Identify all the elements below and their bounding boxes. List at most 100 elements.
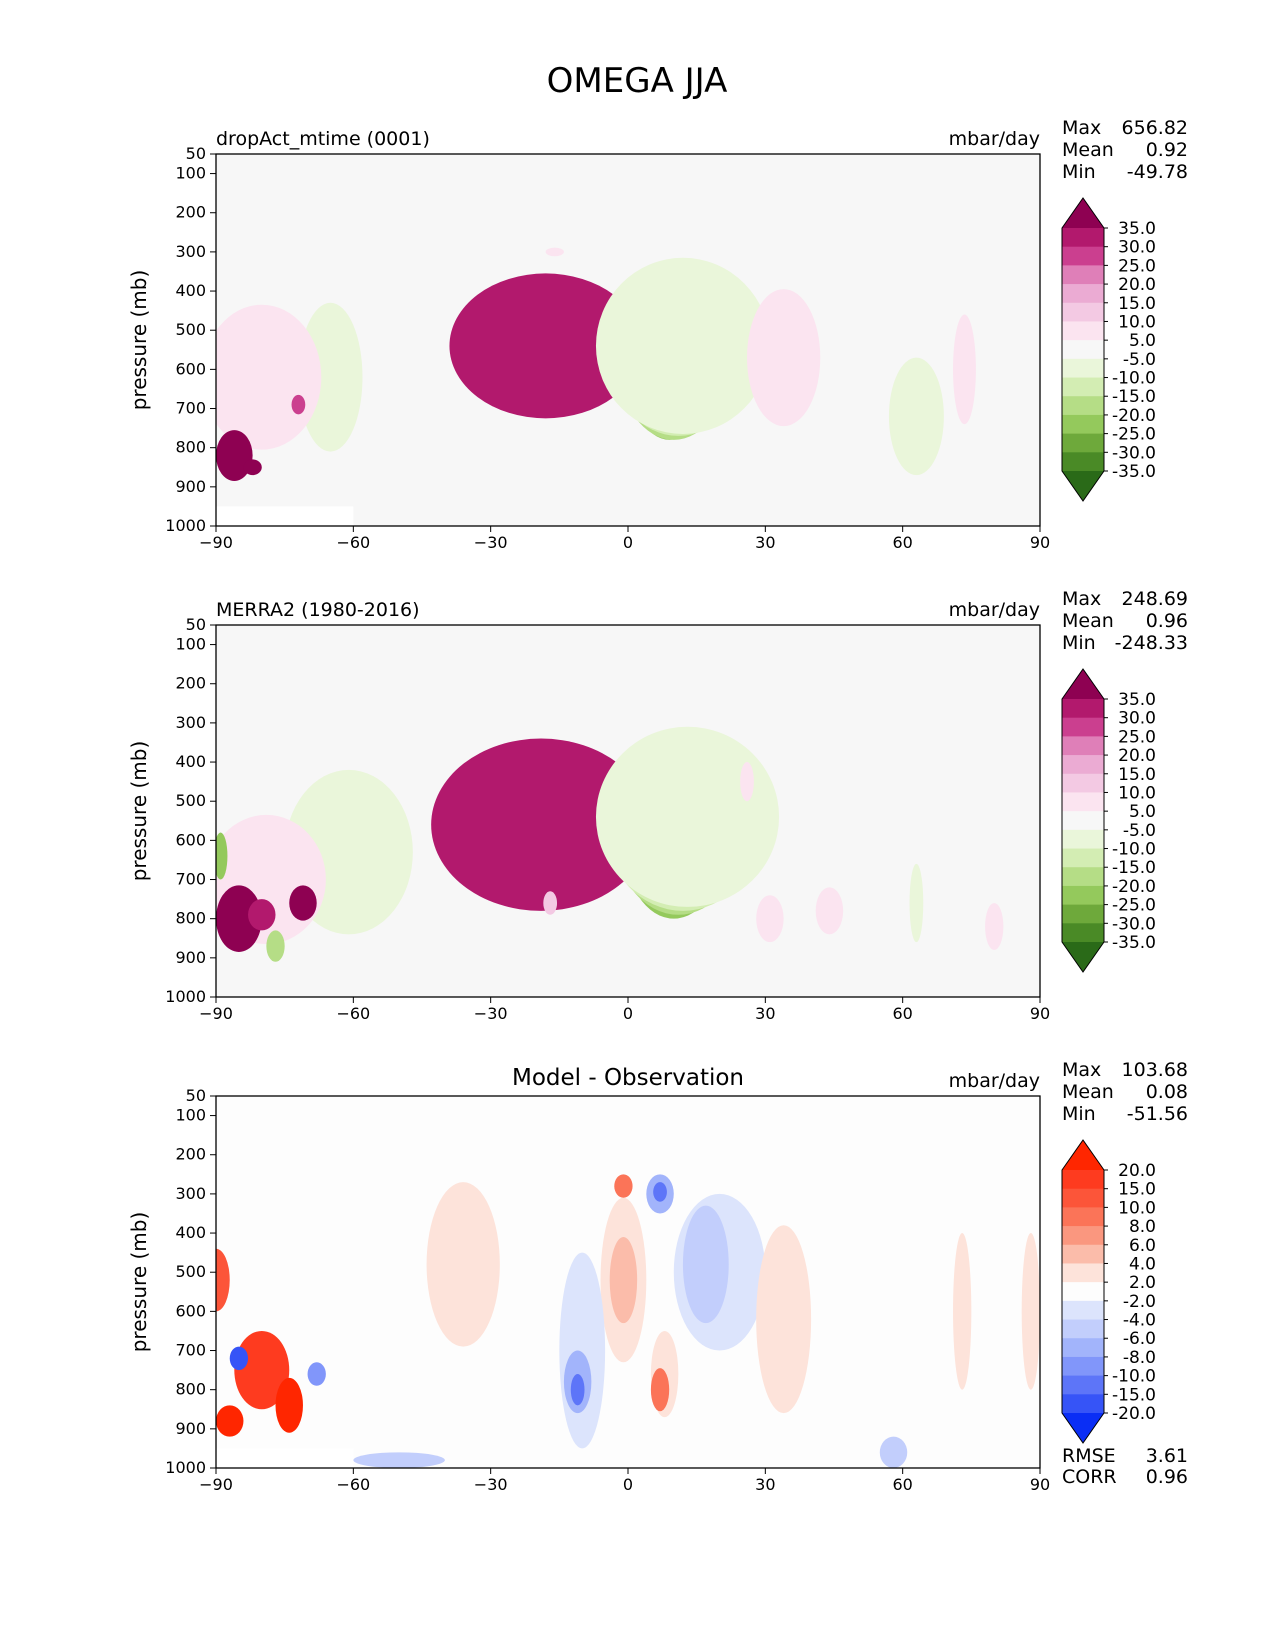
y-tick-label: 400 <box>175 1223 206 1242</box>
stat-value: 656.82 <box>1122 117 1188 139</box>
colorbar-swatch <box>1062 1356 1104 1377</box>
colorbar-swatch <box>1062 1263 1104 1283</box>
x-tick-label: 90 <box>1030 533 1050 552</box>
y-tick-label: 600 <box>175 830 206 849</box>
colorbar-label: 8.0 <box>1129 1217 1156 1237</box>
x-tick-label: −90 <box>199 533 233 552</box>
colorbar-swatch <box>1062 736 1104 756</box>
y-tick-label: 800 <box>175 909 206 928</box>
panels-container: −90 −60 −30 0 30 60 90501002003004005006007008… <box>127 117 1188 1494</box>
contour-blob <box>266 930 285 962</box>
y-tick-label: 600 <box>175 359 206 378</box>
contour-blob <box>909 863 924 943</box>
colorbar-swatch <box>1062 848 1104 868</box>
stat-label: RMSE <box>1062 1445 1116 1467</box>
y-tick-label: 1000 <box>165 516 206 535</box>
figure-title: OMEGA JJA <box>547 61 728 101</box>
y-tick-label: 200 <box>175 203 206 222</box>
stat-label: Min <box>1062 632 1096 654</box>
contour-blob <box>559 1252 606 1449</box>
colorbar-label: 20.0 <box>1118 275 1156 295</box>
colorbar-label: 2.0 <box>1129 1273 1156 1293</box>
colorbar-swatch <box>1062 433 1104 453</box>
colorbar-swatch <box>1062 1226 1104 1246</box>
colorbar-swatch <box>1062 265 1104 285</box>
colorbar-label: -30.0 <box>1112 443 1156 463</box>
contour-blob <box>234 1330 290 1410</box>
x-tick-label: −90 <box>199 1475 233 1494</box>
contour-blob <box>449 273 642 419</box>
y-tick-label: 300 <box>175 1184 206 1203</box>
y-tick-label: 300 <box>175 242 206 261</box>
colorbar-label: 20.0 <box>1118 1161 1156 1181</box>
contour-blob <box>426 1182 500 1347</box>
colorbar-swatch <box>1062 699 1104 719</box>
stat-value: 0.92 <box>1146 139 1188 161</box>
contour-blob <box>248 899 276 931</box>
stat-value: 0.96 <box>1146 610 1188 632</box>
colorbar-label: -10.0 <box>1112 1367 1156 1387</box>
colorbar-label: -15.0 <box>1112 387 1156 407</box>
y-tick-label: 700 <box>175 399 206 418</box>
colorbar-label: 30.0 <box>1118 709 1156 729</box>
x-tick-label: −60 <box>336 533 370 552</box>
y-axis-label: pressure (mb) <box>127 741 151 882</box>
colorbar-swatch <box>1062 228 1104 248</box>
colorbar-label: -25.0 <box>1112 896 1156 916</box>
colorbar-swatch <box>1062 1207 1104 1227</box>
contour-blob <box>740 762 754 802</box>
colorbar-label: -20.0 <box>1112 877 1156 897</box>
colorbar-label: -30.0 <box>1112 914 1156 934</box>
contour-blob <box>1021 1233 1040 1390</box>
colorbar-swatch <box>1062 396 1104 416</box>
contour-blob <box>545 247 564 257</box>
contour-field <box>216 1174 1040 1468</box>
x-tick-label: −30 <box>474 533 508 552</box>
colorbar-swatch <box>1062 1394 1104 1414</box>
stat-value: 248.69 <box>1122 588 1188 610</box>
x-tick-label: 30 <box>755 1475 775 1494</box>
colorbar-label: -6.0 <box>1123 1329 1156 1349</box>
y-tick-label: 1000 <box>165 987 206 1006</box>
stat-value: -49.78 <box>1127 161 1188 183</box>
colorbar-swatch <box>1062 923 1104 943</box>
stat-label: Max <box>1062 117 1101 139</box>
stat-label: Max <box>1062 588 1101 610</box>
contour-blob <box>216 1248 230 1312</box>
colorbar-swatch <box>1062 717 1104 737</box>
y-tick-label: 900 <box>175 1419 206 1438</box>
y-tick-label: 100 <box>175 164 206 183</box>
x-tick-label: 0 <box>623 1475 633 1494</box>
contour-blob <box>216 1405 244 1437</box>
colorbar-swatch <box>1062 755 1104 775</box>
y-tick-label: 900 <box>175 477 206 496</box>
colorbar-label: 10.0 <box>1118 1198 1156 1218</box>
colorbar-swatch <box>1062 792 1104 812</box>
contour-blob <box>595 257 770 434</box>
x-tick-label: 30 <box>755 1004 775 1023</box>
contour-blob <box>216 430 253 481</box>
contour-field <box>216 726 1004 962</box>
colorbar-swatch <box>1062 1319 1104 1339</box>
y-axis-label: pressure (mb) <box>127 270 151 411</box>
stat-value: 103.68 <box>1122 1059 1188 1081</box>
colorbar-label: 4.0 <box>1129 1254 1156 1274</box>
stat-label: Max <box>1062 1059 1101 1081</box>
y-tick-label: 900 <box>175 948 206 967</box>
x-tick-label: 30 <box>755 533 775 552</box>
colorbar-swatch <box>1062 1244 1104 1264</box>
colorbar-swatch <box>1062 1188 1104 1208</box>
colorbar-label: 30.0 <box>1118 238 1156 258</box>
colorbar-swatch <box>1062 1338 1104 1358</box>
x-tick-label: −30 <box>474 1475 508 1494</box>
x-tick-label: 60 <box>892 533 912 552</box>
y-tick-label: 600 <box>175 1301 206 1320</box>
y-tick-label: 500 <box>175 791 206 810</box>
contour-blob <box>756 895 784 943</box>
contour-blob <box>353 1452 445 1468</box>
x-tick-label: −60 <box>336 1475 370 1494</box>
x-tick-label: 90 <box>1030 1004 1050 1023</box>
y-tick-label: 500 <box>175 1262 206 1281</box>
